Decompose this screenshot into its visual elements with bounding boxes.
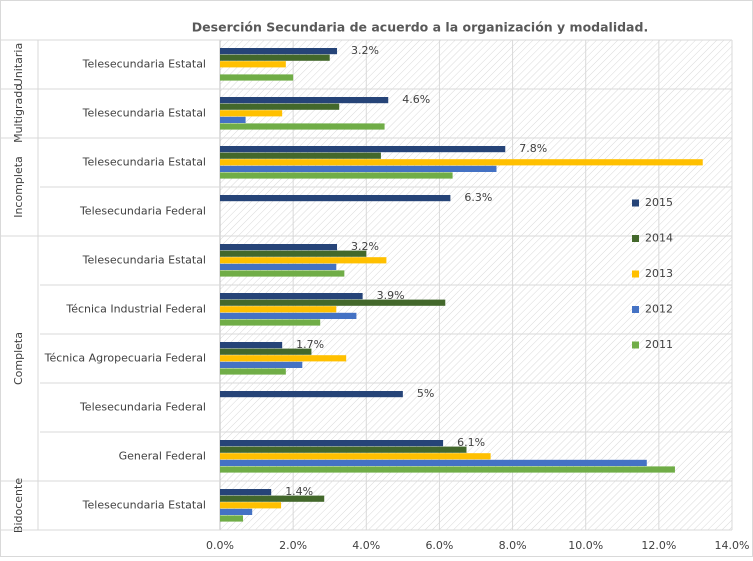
bar — [220, 116, 246, 123]
bar — [220, 97, 389, 104]
bar — [220, 123, 385, 130]
legend-label: 2011 — [645, 338, 673, 351]
y-tick-label: Telesecundaria Estatal — [82, 156, 206, 169]
x-tick-label: 14.0% — [715, 539, 750, 552]
group-label: Incompleta — [12, 156, 25, 218]
bar — [220, 165, 497, 172]
bar — [220, 348, 312, 355]
bar — [220, 312, 357, 319]
y-tick-label: Telesecundaria Estatal — [82, 254, 206, 267]
bar — [220, 293, 363, 300]
bar — [220, 263, 337, 270]
bar — [220, 453, 491, 460]
bar — [220, 502, 282, 509]
data-label: 3.9% — [377, 289, 405, 302]
bar — [220, 440, 444, 447]
bar — [220, 361, 303, 368]
bar — [220, 368, 286, 375]
legend-swatch — [632, 199, 639, 207]
x-tick-label: 2.0% — [279, 539, 307, 552]
bar — [220, 489, 272, 496]
group-label: Unitaria — [12, 43, 25, 86]
data-label: 7.8% — [519, 142, 547, 155]
bar — [220, 270, 345, 277]
legend-swatch — [632, 235, 639, 242]
bar — [220, 391, 403, 398]
bar — [220, 146, 506, 153]
legend-label: 2015 — [645, 196, 673, 209]
bar — [220, 319, 321, 326]
legend-swatch — [632, 341, 639, 349]
y-tick-label: General Federal — [119, 450, 206, 463]
x-tick-label: 6.0% — [425, 539, 453, 552]
bar — [220, 446, 467, 453]
bar — [220, 61, 286, 68]
bar — [220, 172, 453, 179]
x-tick-label: 0.0% — [206, 539, 234, 552]
data-label: 1.7% — [296, 338, 324, 351]
bar — [220, 508, 253, 515]
group-label: Multigrado — [12, 84, 25, 143]
bar — [220, 459, 647, 466]
x-tick-label: 8.0% — [499, 539, 527, 552]
data-label: 3.2% — [351, 44, 379, 57]
y-tick-label: Técnica Agropecuaria Federal — [44, 352, 206, 365]
bar — [220, 159, 703, 166]
group-label: Bidocente — [12, 478, 25, 533]
bar — [220, 342, 283, 349]
y-tick-label: Telesecundaria Estatal — [82, 107, 206, 120]
legend-swatch — [632, 306, 639, 313]
bar — [220, 152, 381, 159]
bar — [220, 103, 340, 110]
bar — [220, 48, 338, 55]
data-label: 1.4% — [285, 485, 313, 498]
bar — [220, 306, 337, 313]
legend-label: 2014 — [645, 232, 673, 245]
legend-swatch — [632, 270, 639, 278]
bar — [220, 355, 347, 362]
chart-title: Deserción Secundaria de acuerdo a la org… — [192, 20, 648, 35]
bar — [220, 54, 330, 61]
bar — [220, 299, 446, 306]
y-tick-label: Telesecundaria Estatal — [82, 499, 206, 512]
legend-label: 2013 — [645, 267, 673, 280]
bar — [220, 515, 244, 522]
data-label: 3.2% — [351, 240, 379, 253]
bar — [220, 495, 325, 502]
data-label: 5% — [417, 387, 434, 400]
bar — [220, 110, 283, 117]
y-tick-label: Técnica Industrial Federal — [65, 303, 206, 316]
bar — [220, 195, 451, 202]
x-tick-label: 12.0% — [641, 539, 676, 552]
data-label: 6.1% — [457, 436, 485, 449]
bar — [220, 244, 338, 251]
bar — [220, 257, 387, 264]
data-label: 6.3% — [464, 191, 492, 204]
group-label: Completa — [12, 332, 25, 385]
bar — [220, 74, 294, 81]
y-tick-label: Telesecundaria Federal — [79, 205, 206, 218]
x-tick-label: 10.0% — [568, 539, 603, 552]
data-label: 4.6% — [402, 93, 430, 106]
y-tick-label: Telesecundaria Estatal — [82, 58, 206, 71]
x-tick-label: 4.0% — [352, 539, 380, 552]
legend-label: 2012 — [645, 303, 673, 316]
bar — [220, 250, 367, 257]
bar — [220, 466, 675, 473]
y-tick-label: Telesecundaria Federal — [79, 401, 206, 414]
